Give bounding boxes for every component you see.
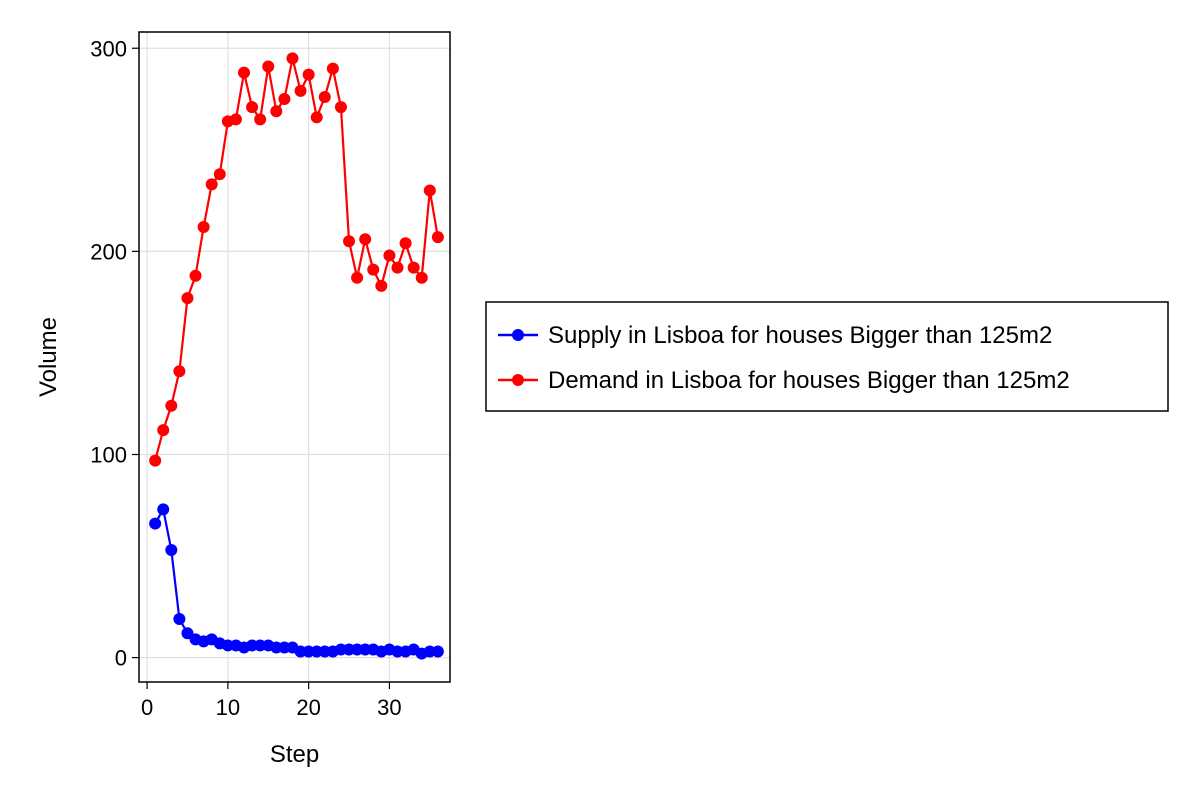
data-point-demand bbox=[343, 235, 356, 248]
data-point-supply bbox=[165, 543, 178, 556]
y-tick-label: 300 bbox=[90, 36, 127, 61]
series-demand bbox=[149, 52, 444, 467]
data-point-demand bbox=[318, 91, 331, 103]
data-point-demand bbox=[367, 263, 380, 276]
legend-marker-supply bbox=[512, 329, 524, 341]
data-point-supply bbox=[431, 645, 444, 658]
data-point-demand bbox=[391, 261, 404, 274]
data-point-demand bbox=[165, 399, 178, 412]
legend: Supply in Lisboa for houses Bigger than … bbox=[485, 301, 1169, 412]
y-tick-label: 200 bbox=[90, 239, 127, 264]
x-tick-label: 10 bbox=[216, 695, 240, 720]
data-point-demand bbox=[326, 62, 339, 75]
series-line-supply bbox=[154, 508, 438, 655]
data-point-demand bbox=[310, 111, 323, 124]
grid-lines bbox=[139, 32, 450, 682]
data-point-demand bbox=[302, 68, 315, 81]
x-axis-label: Step bbox=[270, 741, 319, 768]
data-point-demand bbox=[407, 261, 420, 274]
data-point-demand bbox=[334, 101, 347, 114]
series-supply bbox=[149, 503, 444, 660]
y-tick-label: 100 bbox=[90, 443, 127, 468]
data-point-demand bbox=[189, 269, 202, 282]
data-point-demand bbox=[246, 101, 259, 114]
data-point-demand bbox=[431, 231, 444, 244]
legend-label-demand: Demand in Lisboa for houses Bigger than … bbox=[548, 367, 1070, 394]
data-point-demand bbox=[375, 279, 388, 292]
data-point-demand bbox=[205, 178, 218, 191]
data-point-supply bbox=[149, 517, 162, 530]
data-point-supply bbox=[157, 503, 170, 516]
data-point-demand bbox=[213, 168, 226, 181]
plot-frame bbox=[138, 31, 451, 683]
data-point-supply bbox=[173, 613, 186, 626]
series-group bbox=[149, 52, 444, 660]
data-point-demand bbox=[229, 113, 242, 126]
data-point-demand bbox=[173, 365, 186, 378]
data-point-demand bbox=[415, 271, 428, 284]
data-point-demand bbox=[149, 454, 162, 467]
x-axis-ticks: 0 10 20 30 bbox=[141, 682, 402, 720]
x-tick-label: 20 bbox=[296, 695, 320, 720]
data-point-demand bbox=[254, 113, 267, 126]
data-point-demand bbox=[270, 105, 283, 118]
x-tick-label: 30 bbox=[377, 695, 401, 720]
data-point-demand bbox=[262, 60, 275, 73]
legend-label-supply: Supply in Lisboa for houses Bigger than … bbox=[548, 322, 1052, 349]
data-point-demand bbox=[157, 424, 170, 437]
data-point-demand bbox=[383, 249, 396, 262]
data-point-demand bbox=[181, 292, 194, 305]
data-point-demand bbox=[351, 271, 364, 284]
data-point-demand bbox=[197, 221, 210, 233]
y-axis-ticks: 0 100 200 300 bbox=[90, 36, 139, 671]
data-point-demand bbox=[423, 184, 436, 197]
series-line-demand bbox=[154, 57, 439, 461]
data-point-demand bbox=[278, 93, 291, 106]
legend-marker-demand bbox=[512, 374, 524, 386]
data-point-demand bbox=[238, 66, 251, 79]
data-point-demand bbox=[294, 84, 307, 97]
y-axis-label: Volume bbox=[35, 317, 62, 397]
data-point-demand bbox=[359, 233, 372, 246]
data-point-demand bbox=[286, 52, 299, 65]
legend-box bbox=[485, 301, 1169, 412]
y-tick-label: 0 bbox=[115, 646, 127, 671]
x-tick-label: 0 bbox=[141, 695, 153, 720]
data-point-demand bbox=[399, 237, 412, 250]
